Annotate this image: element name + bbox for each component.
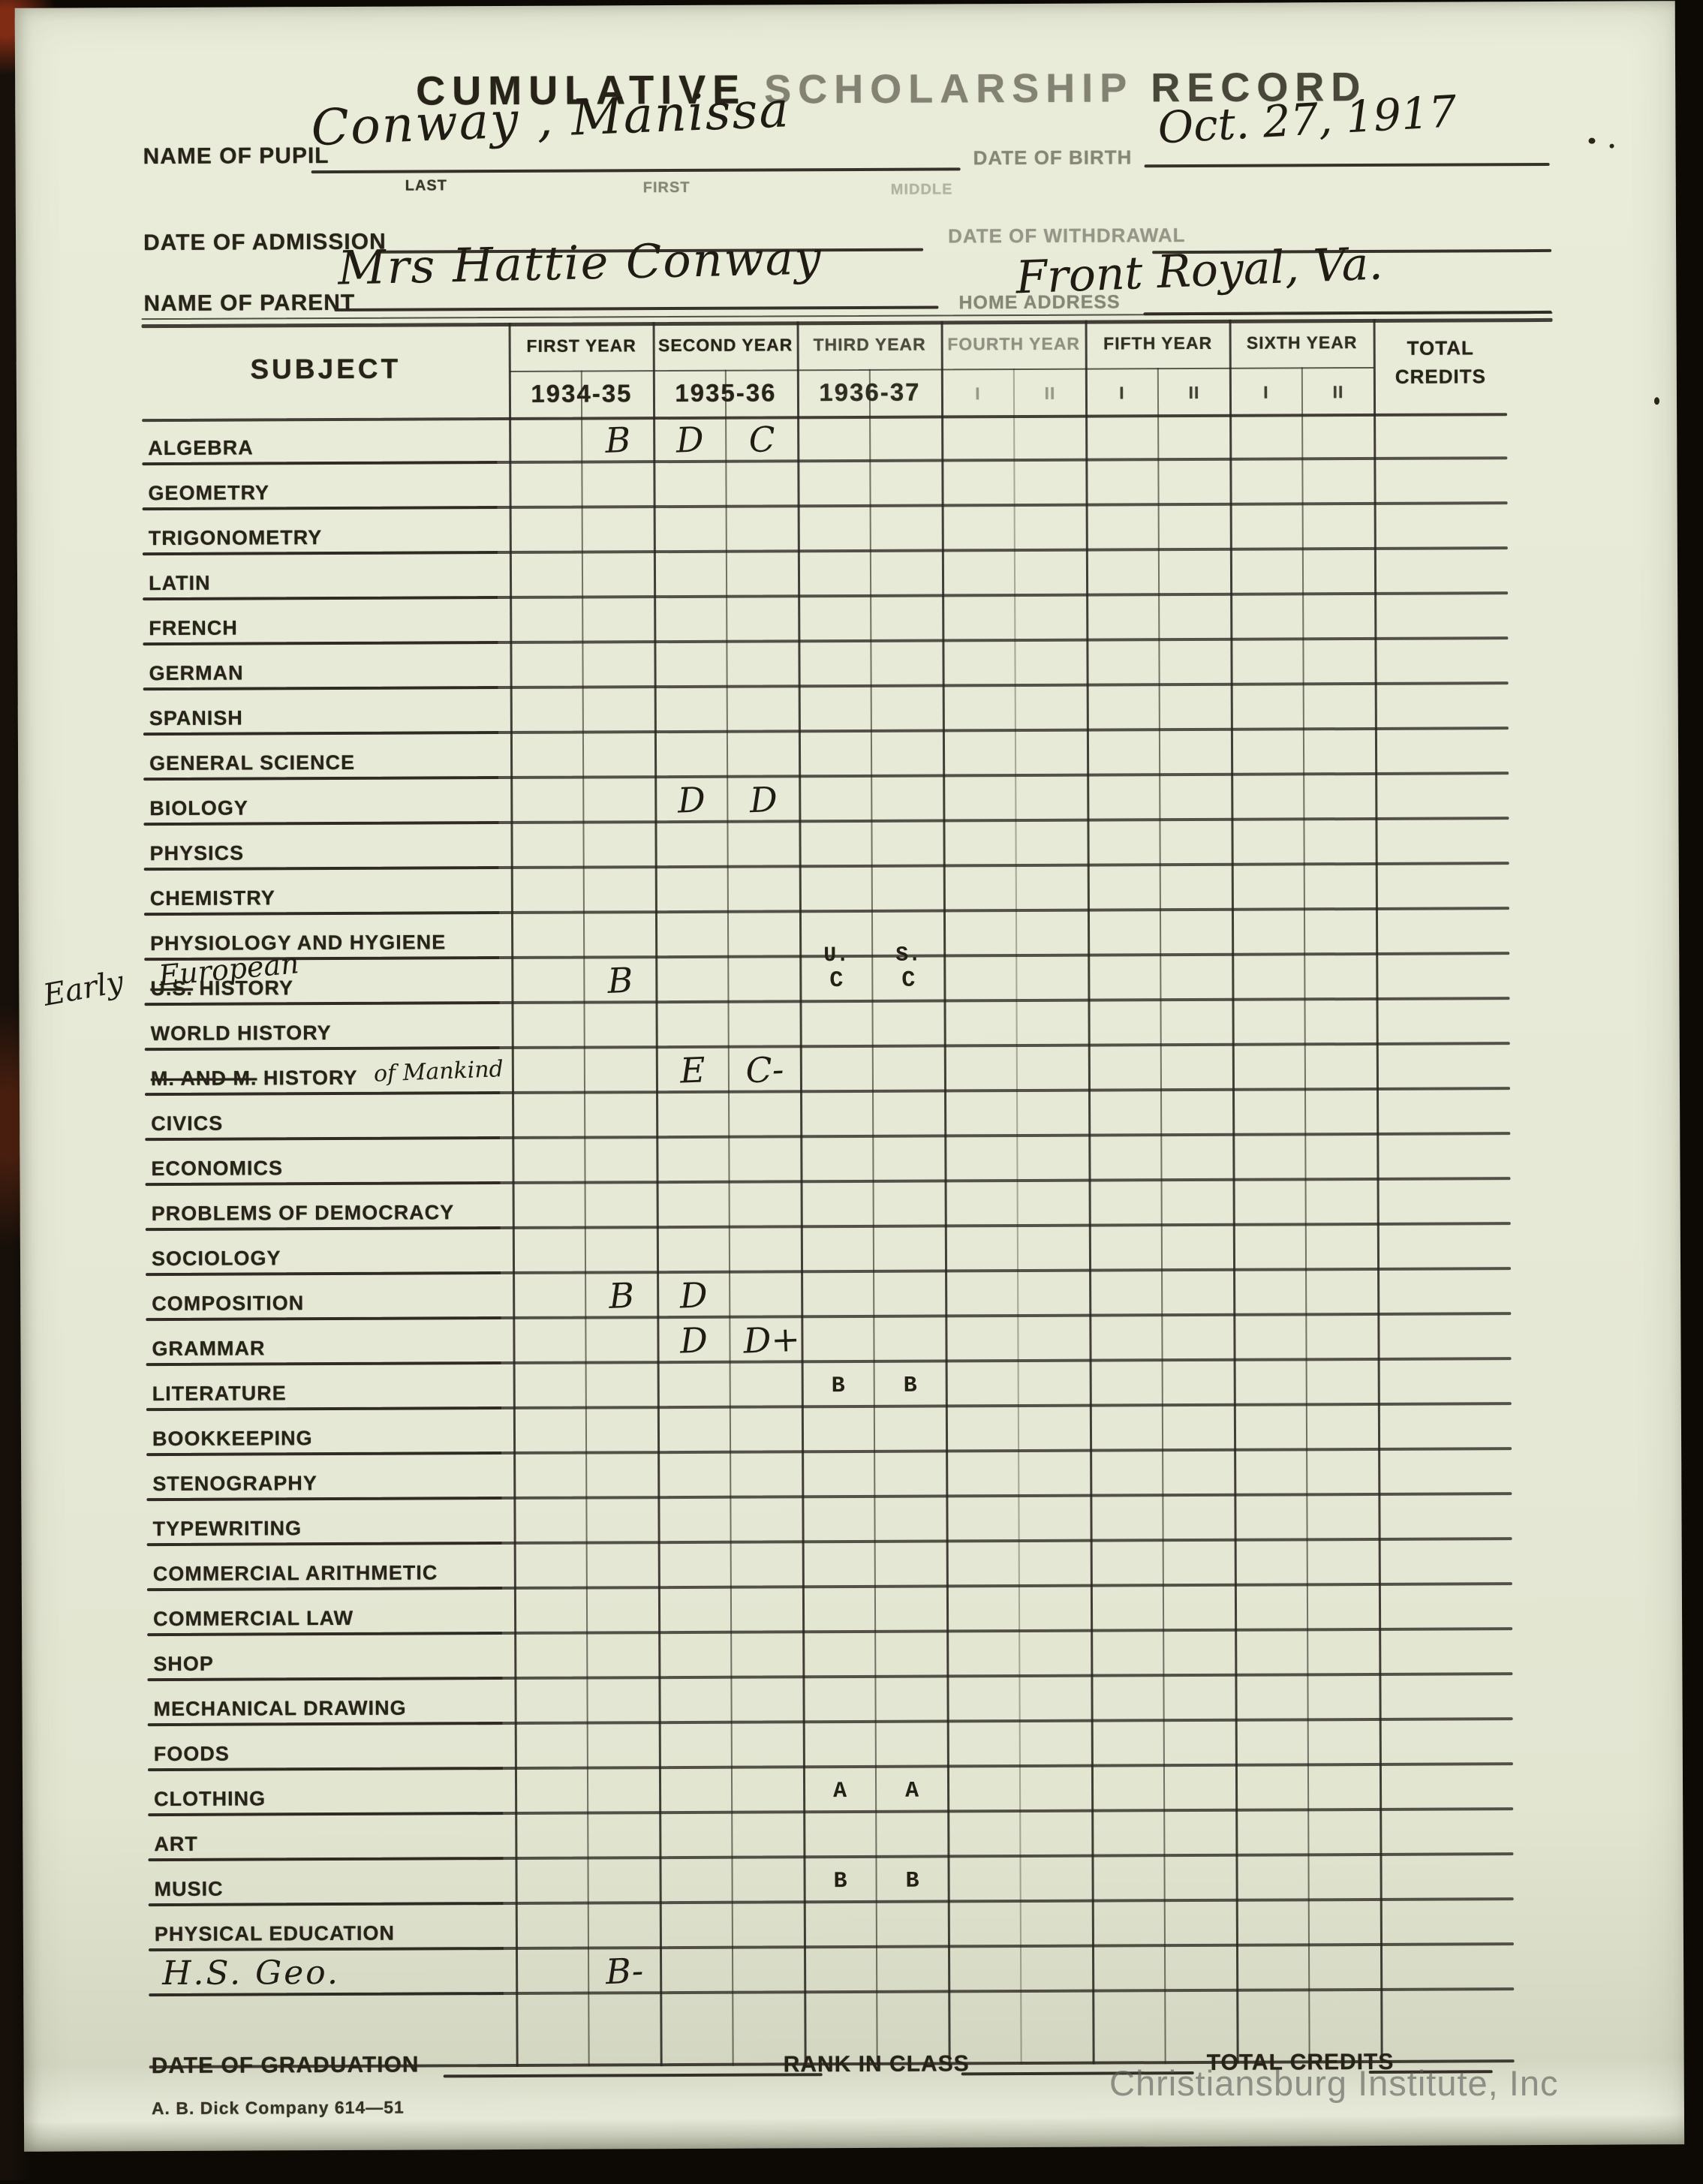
year-header-5: FIFTH YEAR bbox=[1103, 332, 1213, 353]
parent-value-handwriting: Mrs Hattie Conway bbox=[337, 230, 823, 296]
subject-label: ART bbox=[154, 1832, 198, 1856]
subject-label: ECONOMICS bbox=[151, 1157, 284, 1181]
year-sem1-5: I bbox=[1119, 383, 1125, 403]
year-header-6: SIXTH YEAR bbox=[1246, 332, 1358, 353]
ink-speck bbox=[1653, 397, 1660, 405]
pupil-sub-middle: MIDDLE bbox=[890, 181, 953, 198]
year-header-1: FIRST YEAR bbox=[526, 335, 636, 356]
subject-label: TRIGONOMETRY bbox=[148, 526, 323, 550]
subject-label-handwritten: H.S. Geo. bbox=[162, 1953, 341, 1993]
subject-label: PHYSICS bbox=[149, 841, 245, 865]
subject-label: PHYSIOLOGY AND HYGIENE bbox=[150, 931, 447, 955]
dob-label: DATE OF BIRTH bbox=[973, 146, 1133, 170]
subject-label: MECHANICAL DRAWING bbox=[153, 1696, 407, 1721]
subject-label: ALGEBRA bbox=[148, 436, 254, 460]
subject-label-struck-part: M. AND M. bbox=[150, 1066, 257, 1090]
subject-label: CIVICS bbox=[151, 1112, 224, 1136]
subject-label: COMMERCIAL ARITHMETIC bbox=[152, 1561, 438, 1586]
grade-cell-typed: B bbox=[831, 1373, 845, 1400]
grade-cell-typed: A bbox=[832, 1779, 847, 1805]
grade-cell-handwritten: B bbox=[608, 1274, 636, 1316]
subject-label: GERMAN bbox=[149, 661, 244, 685]
subject-label: GENERAL SCIENCE bbox=[149, 751, 356, 775]
pupil-sub-first: FIRST bbox=[642, 179, 691, 197]
subject-label: GRAMMAR bbox=[152, 1337, 266, 1361]
grade-cell-typed: B bbox=[905, 1868, 919, 1894]
graduation-label: DATE OF GRADUATION bbox=[151, 2052, 420, 2079]
grade-cell-typed: B bbox=[903, 1373, 917, 1399]
year-sem2-4: II bbox=[1044, 383, 1056, 403]
year-header-3: THIRD YEAR bbox=[813, 334, 926, 355]
year-sem1-4: I bbox=[975, 384, 981, 404]
pupil-label: NAME OF PUPIL bbox=[143, 143, 329, 170]
grade-cell-handwritten: D bbox=[748, 778, 778, 821]
subject-label: COMMERCIAL LAW bbox=[152, 1606, 354, 1631]
year-sem2-6: II bbox=[1332, 382, 1344, 402]
subject-label: WORLD HISTORY bbox=[150, 1021, 332, 1045]
grade-cell-handwritten: C- bbox=[745, 1048, 785, 1091]
grade-cell-handwritten: D bbox=[678, 1274, 709, 1316]
year-sem2-5: II bbox=[1188, 382, 1200, 403]
year-header-4: FOURTH YEAR bbox=[947, 333, 1081, 354]
grade-cell-handwritten: C bbox=[748, 418, 776, 461]
ink-speck bbox=[1588, 137, 1596, 144]
third-year-course-note: S. bbox=[895, 943, 922, 967]
subject-label: GEOMETRY bbox=[148, 481, 270, 505]
subject-label: LITERATURE bbox=[152, 1382, 287, 1406]
grade-cell-typed: A bbox=[904, 1778, 919, 1804]
archive-watermark: Christiansburg Institute, Inc bbox=[1109, 2063, 1559, 2103]
subject-label: MUSIC bbox=[154, 1877, 224, 1901]
grade-cell-handwritten: D bbox=[675, 419, 705, 461]
title-word-scholarship: SCHOLARSHIP bbox=[764, 65, 1133, 113]
subject-label: PHYSICAL EDUCATION bbox=[154, 1921, 395, 1946]
subject-label: PROBLEMS OF DEMOCRACY bbox=[151, 1201, 455, 1226]
year-sem1-6: I bbox=[1263, 382, 1269, 402]
grade-cell-typed: B bbox=[833, 1869, 847, 1895]
grade-cell-handwritten: D bbox=[676, 779, 706, 821]
grade-cell-handwritten: B- bbox=[604, 1950, 645, 1993]
subject-suffix-handwriting: of Mankind bbox=[373, 1056, 504, 1087]
rank-label: RANK IN CLASS bbox=[783, 2051, 970, 2077]
subject-label: TYPEWRITING bbox=[152, 1517, 302, 1541]
grade-cell-typed: C bbox=[829, 968, 844, 994]
subject-label: SHOP bbox=[153, 1652, 214, 1676]
subject-label: COMPOSITION bbox=[152, 1292, 305, 1316]
grade-cell-handwritten: E bbox=[679, 1049, 706, 1091]
subject-label: M. AND M. HISTORY bbox=[151, 1066, 358, 1090]
subject-label: STENOGRAPHY bbox=[152, 1472, 317, 1496]
parent-label: NAME OF PARENT bbox=[143, 290, 356, 317]
subject-label: SPANISH bbox=[149, 706, 243, 730]
total-credits-header: CREDITS bbox=[1395, 365, 1486, 388]
subject-label: BOOKKEEPING bbox=[152, 1427, 313, 1451]
subject-label: FRENCH bbox=[149, 616, 238, 640]
subject-label: LATIN bbox=[148, 571, 211, 595]
grade-cell-handwritten: B bbox=[606, 959, 634, 1001]
printer-imprint: A. B. Dick Company 614—51 bbox=[151, 2097, 405, 2119]
subject-label: BIOLOGY bbox=[149, 796, 248, 820]
total-credits-header: TOTAL bbox=[1407, 336, 1474, 359]
grade-cell-handwritten: D+ bbox=[742, 1318, 801, 1361]
withdrawal-label: DATE OF WITHDRAWAL bbox=[947, 224, 1186, 248]
subject-label-rest: HISTORY bbox=[257, 1066, 358, 1090]
ink-speck bbox=[1609, 143, 1614, 149]
subject-column-header: SUBJECT bbox=[250, 353, 402, 385]
grade-cell-handwritten: D bbox=[678, 1319, 709, 1361]
grade-cell-handwritten: B bbox=[604, 419, 632, 461]
third-year-course-note: U. bbox=[823, 944, 850, 968]
grade-cell-typed: C bbox=[901, 967, 916, 994]
year-header-2: SECOND YEAR bbox=[657, 335, 793, 356]
subject-label: CLOTHING bbox=[154, 1787, 266, 1811]
pupil-sub-last: LAST bbox=[405, 177, 448, 194]
subject-label: CHEMISTRY bbox=[149, 886, 275, 910]
subject-label: SOCIOLOGY bbox=[151, 1247, 281, 1271]
subject-label: FOODS bbox=[153, 1742, 230, 1766]
